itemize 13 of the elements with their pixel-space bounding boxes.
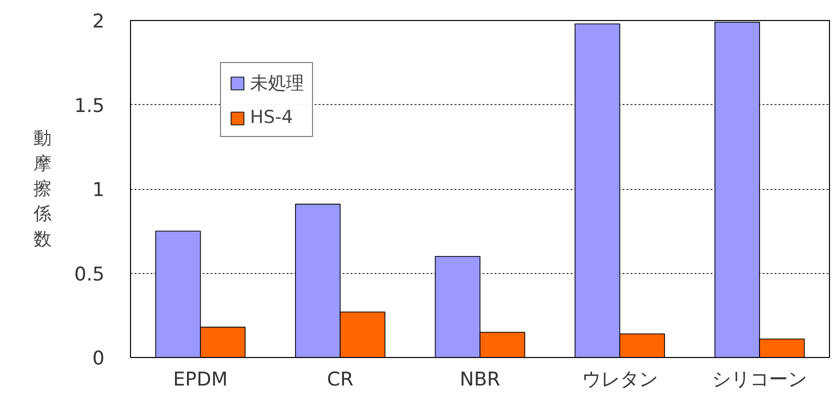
legend-label: HS-4 [250,107,293,128]
x-tick-label: NBR [460,368,500,390]
y-tick-label: 0 [92,348,105,370]
legend-label: 未処理 [250,72,304,95]
x-tick-label: ウレタン [582,368,658,390]
y-tick-label: 1.5 [74,94,104,117]
x-tick-label: CR [326,368,354,390]
y-axis-title: 動摩擦係数 [32,128,52,250]
x-tick-label: EPDM [173,368,228,390]
y-tick-label: 2 [92,10,105,32]
y-tick-label: 0.5 [74,263,104,286]
x-tick-label: シリコーン [712,368,808,390]
y-tick-label: 1 [92,179,105,201]
